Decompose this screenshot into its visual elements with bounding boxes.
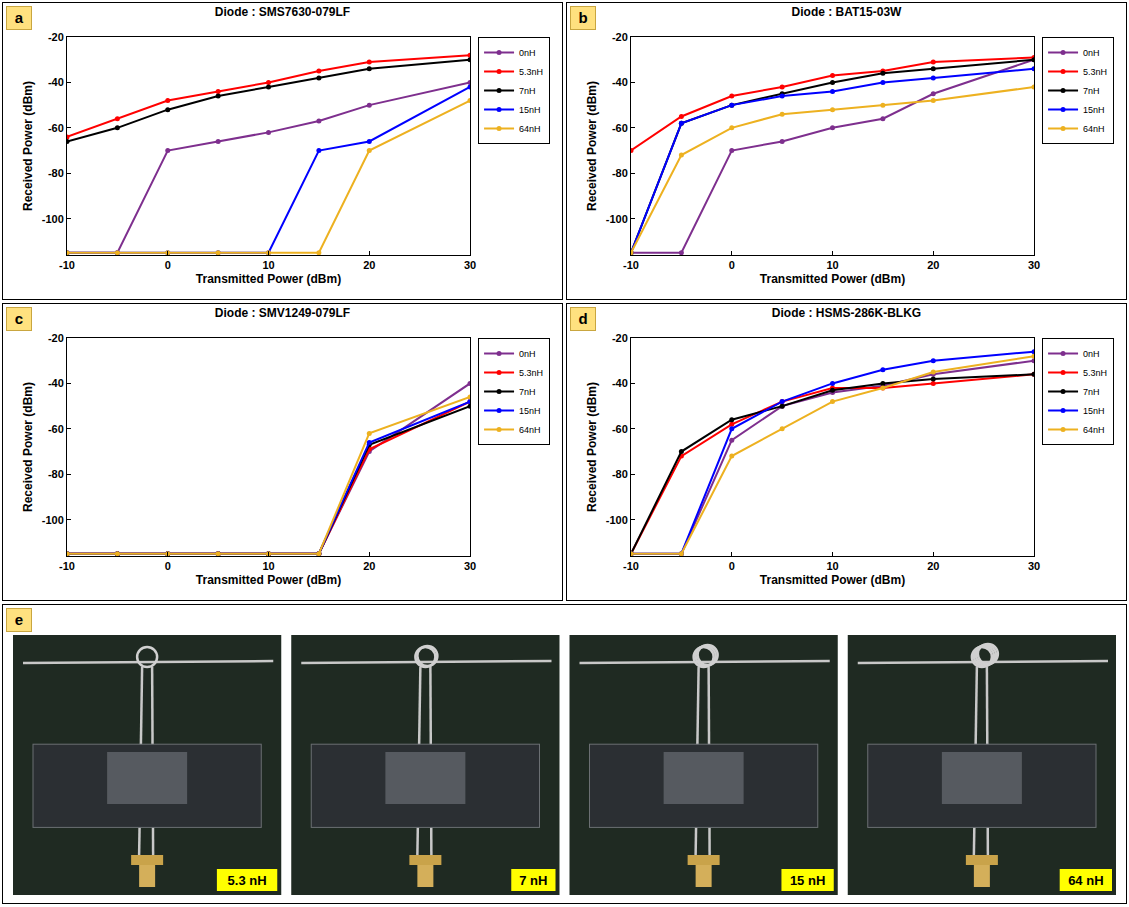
svg-text:Diode : BAT15-03W: Diode : BAT15-03W (792, 5, 902, 19)
svg-text:-80: -80 (48, 468, 64, 480)
svg-text:Transmitted Power (dBm): Transmitted Power (dBm) (196, 573, 341, 587)
svg-text:Transmitted Power (dBm): Transmitted Power (dBm) (196, 272, 341, 286)
svg-text:-100: -100 (606, 213, 628, 225)
svg-text:-60: -60 (612, 122, 628, 134)
svg-text:-20: -20 (48, 332, 64, 344)
svg-text:-20: -20 (48, 31, 64, 43)
svg-text:Received Power (dBm): Received Power (dBm) (21, 382, 35, 512)
svg-text:64nH: 64nH (519, 124, 541, 134)
svg-text:-40: -40 (612, 76, 628, 88)
svg-text:30: 30 (1028, 560, 1040, 572)
svg-text:-80: -80 (612, 167, 628, 179)
svg-text:30: 30 (464, 560, 476, 572)
svg-text:20: 20 (927, 259, 939, 271)
svg-text:64nH: 64nH (519, 425, 541, 435)
svg-text:15nH: 15nH (1083, 406, 1105, 416)
svg-text:Diode : SMS7630-079LF: Diode : SMS7630-079LF (215, 5, 350, 19)
svg-text:20: 20 (363, 560, 375, 572)
svg-text:0: 0 (165, 560, 171, 572)
svg-text:Diode : SMV1249-079LF: Diode : SMV1249-079LF (215, 306, 350, 320)
svg-text:64nH: 64nH (1083, 425, 1105, 435)
svg-text:0: 0 (729, 259, 735, 271)
svg-text:Received Power (dBm): Received Power (dBm) (21, 81, 35, 211)
svg-text:7 nH: 7 nH (519, 873, 547, 888)
svg-text:20: 20 (363, 259, 375, 271)
svg-text:-10: -10 (623, 259, 639, 271)
html-text:a: a (14, 9, 24, 26)
svg-text:-40: -40 (48, 76, 64, 88)
svg-text:0nH: 0nH (519, 48, 536, 58)
svg-text:7nH: 7nH (1083, 387, 1100, 397)
svg-text:10: 10 (826, 560, 838, 572)
html-text:e: e (14, 611, 24, 628)
svg-text:-80: -80 (612, 468, 628, 480)
svg-text:0: 0 (165, 259, 171, 271)
svg-text:0nH: 0nH (1083, 349, 1100, 359)
html-text:d: d (578, 310, 588, 327)
svg-text:-100: -100 (42, 514, 64, 526)
svg-text:5.3nH: 5.3nH (519, 67, 543, 77)
svg-text:0nH: 0nH (1083, 48, 1100, 58)
svg-text:-10: -10 (59, 560, 75, 572)
svg-text:20: 20 (927, 560, 939, 572)
svg-text:7nH: 7nH (519, 86, 536, 96)
svg-text:5.3nH: 5.3nH (1083, 368, 1107, 378)
svg-text:-40: -40 (612, 377, 628, 389)
svg-text:Transmitted Power (dBm): Transmitted Power (dBm) (760, 573, 905, 587)
svg-text:10: 10 (262, 560, 274, 572)
svg-text:0nH: 0nH (519, 349, 536, 359)
svg-text:5.3 nH: 5.3 nH (228, 873, 267, 888)
svg-text:-10: -10 (623, 560, 639, 572)
svg-text:Transmitted Power (dBm): Transmitted Power (dBm) (760, 272, 905, 286)
svg-text:15nH: 15nH (519, 105, 541, 115)
svg-text:10: 10 (262, 259, 274, 271)
svg-text:-100: -100 (606, 514, 628, 526)
svg-text:-10: -10 (59, 259, 75, 271)
svg-text:-20: -20 (612, 31, 628, 43)
svg-text:-100: -100 (42, 213, 64, 225)
html-text:b: b (578, 9, 588, 26)
svg-text:-60: -60 (48, 122, 64, 134)
html-text:c: c (14, 310, 24, 327)
svg-text:30: 30 (1028, 259, 1040, 271)
svg-text:64 nH: 64 nH (1068, 873, 1103, 888)
svg-text:Received Power (dBm): Received Power (dBm) (585, 81, 599, 211)
svg-text:7nH: 7nH (1083, 86, 1100, 96)
svg-text:Received Power (dBm): Received Power (dBm) (585, 382, 599, 512)
svg-text:-20: -20 (612, 332, 628, 344)
svg-text:7nH: 7nH (519, 387, 536, 397)
svg-text:Diode : HSMS-286K-BLKG: Diode : HSMS-286K-BLKG (772, 306, 921, 320)
svg-text:64nH: 64nH (1083, 124, 1105, 134)
svg-text:0: 0 (729, 560, 735, 572)
svg-text:15nH: 15nH (1083, 105, 1105, 115)
svg-text:5.3nH: 5.3nH (519, 368, 543, 378)
svg-text:10: 10 (826, 259, 838, 271)
svg-text:15nH: 15nH (519, 406, 541, 416)
svg-text:30: 30 (464, 259, 476, 271)
svg-text:-60: -60 (48, 423, 64, 435)
svg-text:-60: -60 (612, 423, 628, 435)
svg-text:5.3nH: 5.3nH (1083, 67, 1107, 77)
svg-text:-80: -80 (48, 167, 64, 179)
svg-text:-40: -40 (48, 377, 64, 389)
svg-text:15 nH: 15 nH (790, 873, 825, 888)
